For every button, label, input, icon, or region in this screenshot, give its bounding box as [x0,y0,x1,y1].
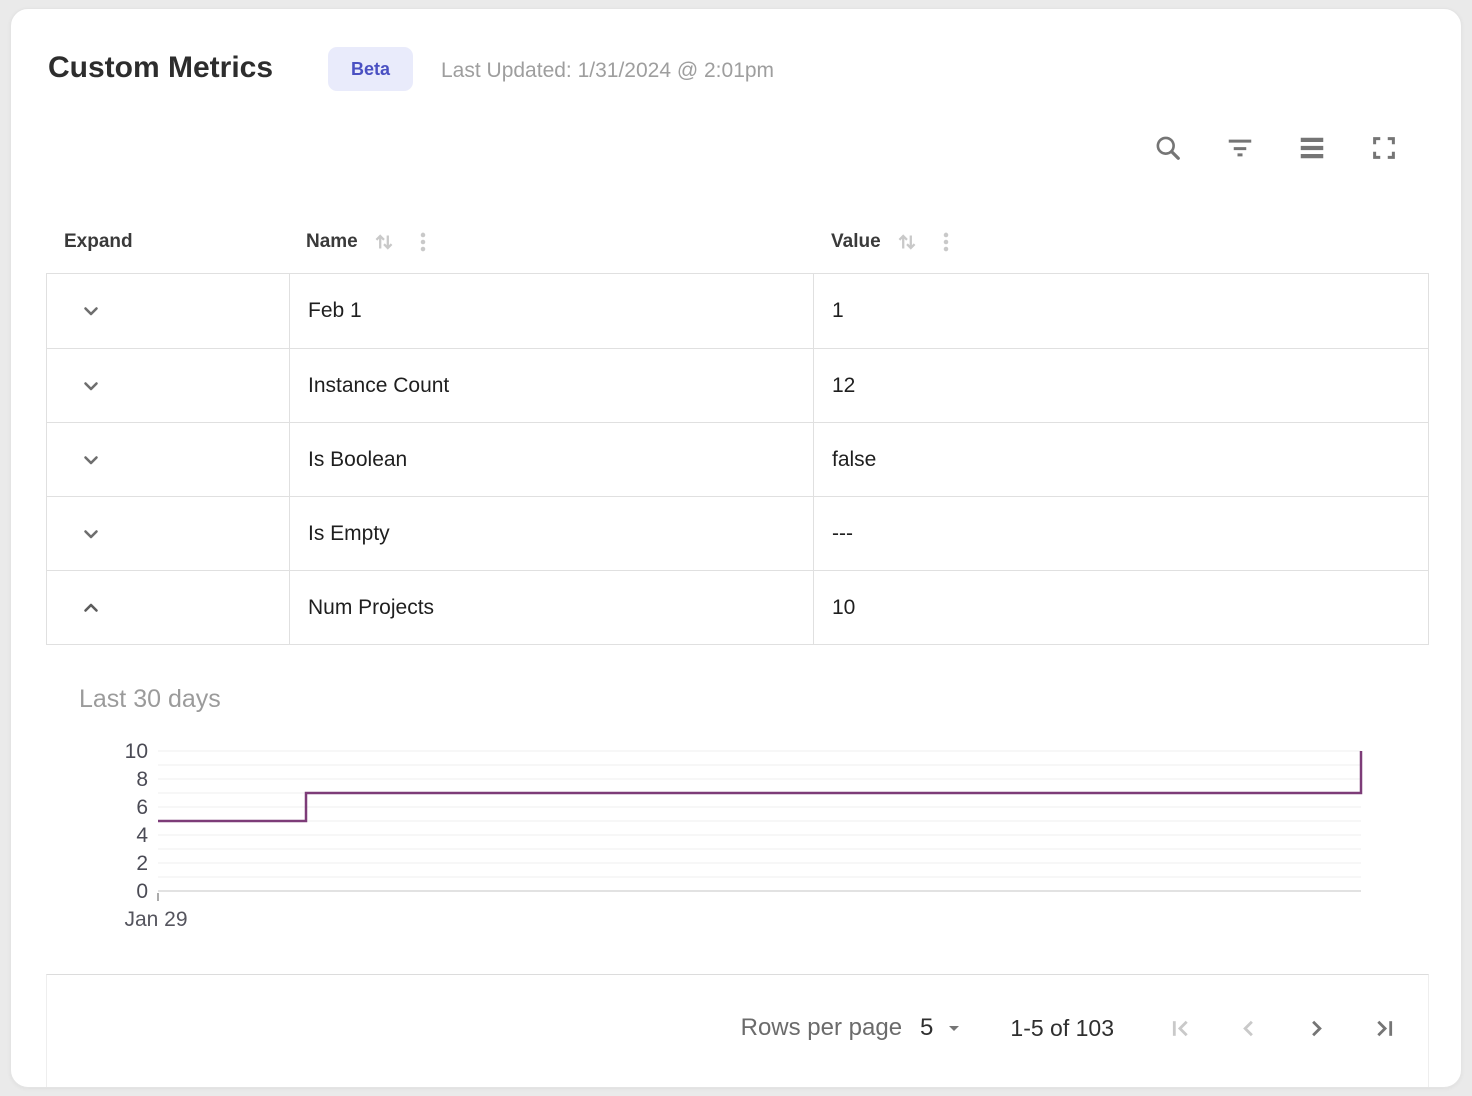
sort-icon[interactable] [371,229,397,255]
metric-name: Feb 1 [290,274,814,348]
chart-title: Last 30 days [79,685,221,713]
metric-value: 1 [832,299,844,322]
rows-per-page-select[interactable]: 5 [920,1014,966,1042]
svg-text:8: 8 [136,768,148,791]
metric-value: false [832,447,877,471]
next-page-button[interactable] [1302,1014,1330,1042]
density-button[interactable] [1295,131,1329,165]
column-header-name[interactable]: Name [306,231,358,252]
table-body: Feb 1 1 Instance Count 12 Is Boolean fal… [46,273,1429,645]
expand-row-button[interactable] [77,446,105,474]
last-page-button[interactable] [1370,1014,1398,1042]
pagination-controls [1166,1014,1398,1042]
grid-toolbar [1151,131,1401,165]
chevron-left-icon [1242,1020,1253,1036]
table-row: Is Boolean false [47,422,1428,496]
rows-per-page-label: Rows per page [740,1014,903,1041]
expand-row-button[interactable] [77,594,105,622]
expand-row-button[interactable] [77,520,105,548]
column-menu-icon[interactable] [410,229,436,255]
first-page-button[interactable] [1166,1014,1194,1042]
search-icon [1156,136,1180,160]
filter-icon [1228,139,1252,157]
chevron-down-icon [84,603,98,612]
svg-text:2: 2 [136,852,148,875]
custom-metrics-panel: Custom Metrics Beta Last Updated: 1/31/2… [10,8,1462,1088]
chevron-down-icon [84,455,98,464]
filter-button[interactable] [1223,131,1257,165]
metric-name: Is Empty [290,497,814,570]
chevron-down-icon [84,529,98,538]
svg-text:Jan 29: Jan 29 [124,908,187,931]
table-row: Num Projects 10 [47,570,1428,644]
page-title: Custom Metrics [48,51,274,84]
density-icon [1300,137,1324,159]
chevron-down-icon [949,1026,960,1031]
svg-text:0: 0 [136,880,148,903]
svg-text:4: 4 [136,824,148,847]
table-footer: Rows per page 5 1-5 of 103 [46,974,1429,1087]
svg-text:10: 10 [125,740,148,763]
last-updated-text: Last Updated: 1/31/2024 @ 2:01pm [441,59,775,82]
first-page-icon [1172,1020,1188,1036]
metric-chart: 0 2 4 6 8 10 Jan 29 [124,740,1363,931]
beta-badge: Beta [328,47,414,91]
sort-icon[interactable] [894,229,920,255]
previous-page-button[interactable] [1234,1014,1262,1042]
fullscreen-button[interactable] [1367,131,1401,165]
table-header: Expand Name Value [46,211,1429,273]
expand-row-button[interactable] [77,372,105,400]
metric-name: Is Boolean [290,423,814,496]
expand-row-button[interactable] [77,297,105,325]
column-menu-icon[interactable] [933,229,959,255]
metric-value: --- [832,521,853,545]
table-row: Feb 1 1 [47,274,1428,348]
chart-panel: 0 2 4 6 8 10 Jan 29 [46,736,1386,941]
metric-value: 10 [832,595,856,619]
pagination-range-label: 1-5 of 103 [1010,1014,1114,1041]
svg-text:6: 6 [136,796,148,819]
column-header-value[interactable]: Value [831,231,881,252]
rows-per-page-value: 5 [920,1014,934,1041]
search-button[interactable] [1151,131,1185,165]
metric-value: 12 [832,373,856,397]
column-header-expand: Expand [64,231,133,252]
last-page-icon [1376,1020,1392,1036]
metric-name: Num Projects [290,571,814,644]
chevron-down-icon [84,307,98,316]
metric-name: Instance Count [290,349,814,422]
table-row: Instance Count 12 [47,348,1428,422]
fullscreen-icon [1373,137,1395,159]
chevron-right-icon [1311,1020,1322,1036]
table-row: Is Empty --- [47,496,1428,570]
chevron-down-icon [84,381,98,390]
